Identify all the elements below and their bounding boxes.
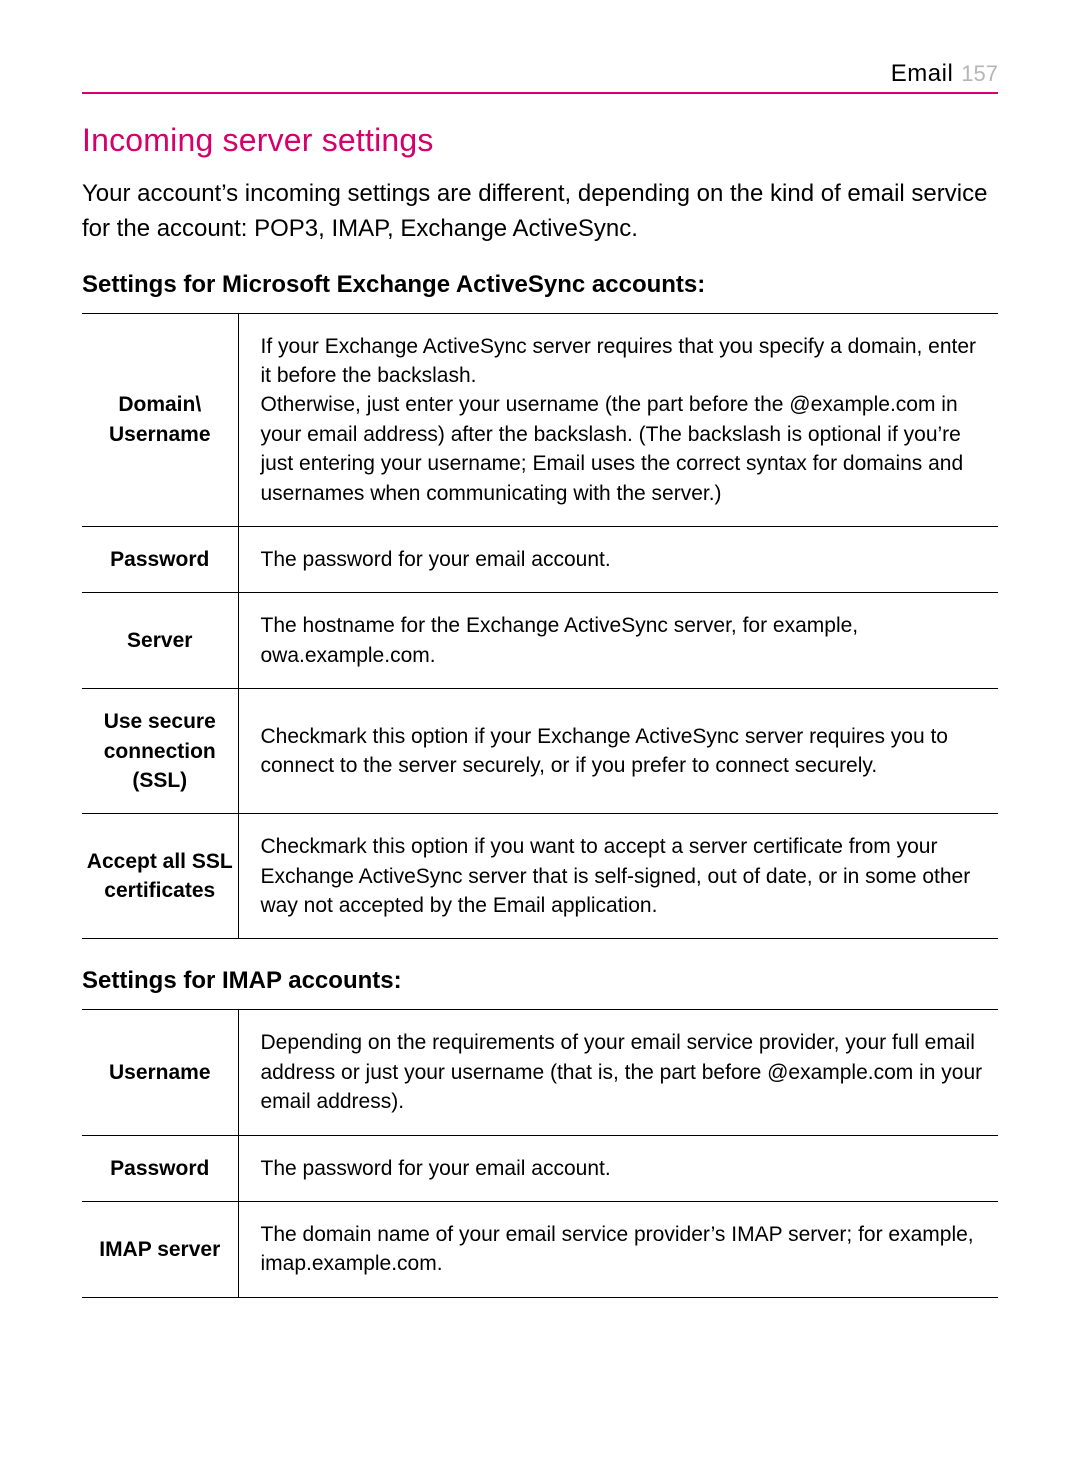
setting-label: Accept all SSL certificates — [82, 814, 238, 939]
setting-description: If your Exchange ActiveSync server requi… — [238, 313, 998, 526]
header-section-name: Email — [891, 60, 954, 88]
table-row: Domain\Username If your Exchange ActiveS… — [82, 313, 998, 526]
activesync-heading: Settings for Microsoft Exchange ActiveSy… — [82, 271, 998, 299]
imap-table: Username Depending on the requirements o… — [82, 1009, 998, 1297]
setting-label: Domain\Username — [82, 313, 238, 526]
setting-description: Checkmark this option if your Exchange A… — [238, 689, 998, 814]
header-page-number: 157 — [961, 61, 998, 87]
setting-description: The password for your email account. — [238, 526, 998, 592]
setting-label: Server — [82, 593, 238, 689]
setting-description: The password for your email account. — [238, 1135, 998, 1201]
manual-page: Email 157 Incoming server settings Your … — [0, 0, 1080, 1460]
page-title: Incoming server settings — [82, 122, 998, 159]
intro-paragraph: Your account’s incoming settings are dif… — [82, 177, 998, 247]
activesync-table: Domain\Username If your Exchange ActiveS… — [82, 313, 998, 940]
table-row: Password The password for your email acc… — [82, 526, 998, 592]
header-divider — [82, 92, 998, 94]
table-row: Username Depending on the requirements o… — [82, 1010, 998, 1135]
table-row: Accept all SSL certificates Checkmark th… — [82, 814, 998, 939]
setting-description: Depending on the requirements of your em… — [238, 1010, 998, 1135]
imap-heading: Settings for IMAP accounts: — [82, 967, 998, 995]
setting-label: Password — [82, 526, 238, 592]
table-row: Password The password for your email acc… — [82, 1135, 998, 1201]
setting-description: The hostname for the Exchange ActiveSync… — [238, 593, 998, 689]
setting-label: IMAP server — [82, 1202, 238, 1298]
table-row: IMAP server The domain name of your emai… — [82, 1202, 998, 1298]
table-row: Use secure connection (SSL) Checkmark th… — [82, 689, 998, 814]
setting-label: Use secure connection (SSL) — [82, 689, 238, 814]
setting-label: Password — [82, 1135, 238, 1201]
page-header: Email 157 — [82, 60, 998, 88]
setting-description: The domain name of your email service pr… — [238, 1202, 998, 1298]
setting-description: Checkmark this option if you want to acc… — [238, 814, 998, 939]
setting-label: Username — [82, 1010, 238, 1135]
table-row: Server The hostname for the Exchange Act… — [82, 593, 998, 689]
